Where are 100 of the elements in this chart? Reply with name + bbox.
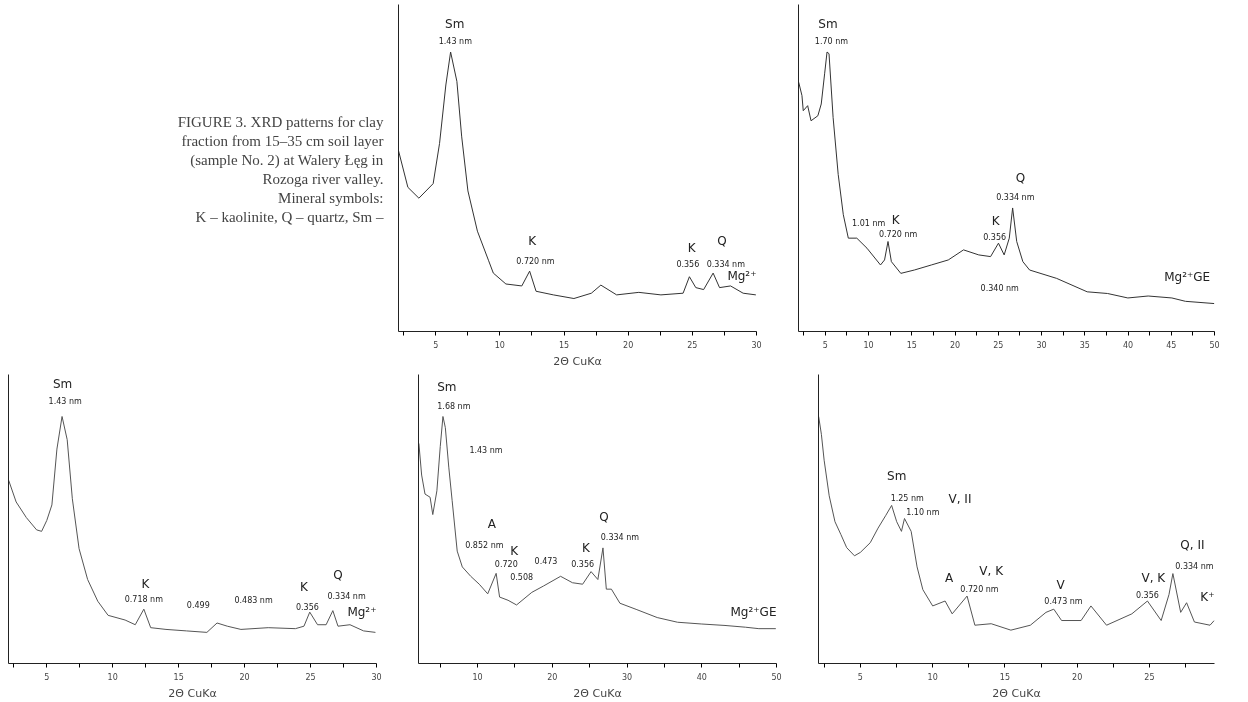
annotation: 1.43 nm (469, 445, 503, 455)
text: fraction from 15–35 cm soil layer (181, 132, 384, 149)
x-tick-label: 40 (696, 672, 707, 682)
annotation: 1.10 nm (906, 507, 940, 517)
x-axis-title: 2Θ CuKα (553, 354, 602, 368)
annotation: 0.720 (494, 560, 518, 570)
annotation: Mg²⁺ (347, 604, 377, 619)
x-tick-label: 20 (1072, 672, 1083, 682)
x-tick-label: 45 (1166, 340, 1177, 350)
x-tick-label: 35 (1079, 340, 1090, 350)
x-tick-label: 5 (857, 672, 863, 682)
x-tick-label: 10 (472, 672, 483, 682)
annotation: 0.718 nm (124, 595, 164, 605)
annotation: Q (717, 233, 727, 248)
annotation: 0.356 (676, 259, 700, 269)
annotation: 0.334 nm (1175, 561, 1214, 571)
x-tick-label: 40 (1122, 340, 1134, 350)
annotation: Q, II (1180, 537, 1205, 552)
annotation: K (510, 544, 520, 559)
annotation: 0.483 nm (234, 596, 273, 606)
annotation: Sm (887, 468, 907, 483)
x-tick-label: 10 (494, 340, 505, 350)
x-tick-label: 10 (863, 340, 874, 350)
x-tick-label: 25 (687, 340, 698, 350)
annotation: K⁺ (1200, 589, 1215, 604)
annotation: Q (1015, 170, 1026, 185)
annotation: Mg²⁺ (727, 268, 757, 283)
x-tick-label: 20 (623, 340, 634, 350)
annotation: V, II (948, 491, 972, 506)
annotation: 0.720 nm (960, 585, 999, 595)
annotation: 0.334 nm (600, 533, 640, 543)
annotation: Mg²⁺GE (730, 604, 777, 619)
annotation: K (528, 233, 538, 248)
caption: FIGURE 3. XRD patterns for clay (177, 113, 384, 130)
x-tick-label: 30 (751, 340, 762, 350)
annotation: 0.356 (1135, 591, 1159, 601)
annotation: 0.720 nm (878, 230, 918, 240)
annotation: 0.473 (534, 556, 558, 566)
annotation: Q (333, 568, 343, 583)
annotation: 0.356 (983, 232, 1007, 242)
annotation: Q (599, 510, 609, 525)
annotation: K (582, 540, 592, 555)
annotation: A (945, 570, 955, 585)
annotation: K (991, 214, 1001, 229)
annotation: 0.852 nm (465, 540, 504, 550)
annotation: A (487, 517, 497, 532)
x-tick-label: 20 (949, 340, 961, 350)
text: Sm (437, 379, 457, 394)
annotation: 0.499 (186, 600, 210, 610)
x-tick-label: 20 (547, 672, 558, 682)
annotation: K (687, 241, 697, 256)
annotation: 0.720 nm (516, 256, 555, 266)
annotation: Mg²⁺GE (1164, 269, 1211, 284)
text: (sample No. 2) at Walery Łęg in (190, 151, 384, 169)
annotation: 1.01 nm (852, 218, 886, 228)
x-tick-label: 25 (1144, 672, 1155, 682)
text: Mineral symbols: (278, 189, 384, 206)
annotation: V, K (979, 563, 1005, 578)
text: Sm (445, 17, 465, 32)
x-tick-label: 25 (305, 672, 316, 682)
text: Sm (52, 377, 73, 392)
x-tick-label: 15 (173, 672, 184, 682)
x-tick-label: 5 (433, 340, 439, 350)
x-tick-label: 30 (1036, 340, 1047, 350)
x-tick-label: 15 (558, 340, 570, 350)
annotation: 0.356 (295, 603, 319, 613)
annotation: K (141, 577, 151, 592)
annotation: 0.334 nm (706, 260, 746, 270)
x-tick-label: 30 (621, 672, 633, 682)
text: 1.68 nm (437, 401, 471, 411)
x-tick-label: 50 (771, 672, 782, 682)
x-tick-label: 50 (1209, 340, 1220, 350)
x-tick-label: 10 (107, 672, 118, 682)
annotation: K (891, 212, 901, 227)
x-tick-label: 30 (371, 672, 382, 682)
annotation: V, K (1141, 571, 1167, 586)
text: Rozoga river valley. (262, 170, 384, 187)
text: Sm (818, 17, 838, 32)
x-tick-label: 15 (999, 672, 1011, 682)
x-tick-label: 10 (927, 672, 938, 682)
x-tick-label: 5 (822, 340, 828, 350)
x-axis-title: 2Θ CuKα (573, 686, 622, 700)
x-axis-title: 2Θ CuKα (992, 686, 1041, 700)
annotation: K (300, 580, 310, 595)
text: 1.43 nm (48, 397, 83, 407)
text: K – kaolinite, Q – quartz, Sm – (195, 208, 384, 225)
annotation: V (1056, 577, 1066, 592)
annotation: 0.340 nm (980, 283, 1020, 293)
annotation: 0.356 (571, 560, 595, 570)
x-axis-title: 2Θ CuKα (168, 686, 217, 700)
annotation: 1.25 nm (890, 494, 925, 503)
annotation: 0.508 (510, 572, 534, 582)
text: 1.70 nm (814, 37, 849, 47)
text: 1.43 nm (438, 37, 473, 47)
x-tick-label: 5 (44, 672, 50, 682)
x-tick-label: 15 (906, 340, 917, 350)
annotation: 0.473 nm (1044, 597, 1083, 607)
annotation: 0.334 nm (327, 592, 366, 602)
x-tick-label: 25 (993, 340, 1004, 350)
x-tick-label: 20 (239, 672, 250, 682)
